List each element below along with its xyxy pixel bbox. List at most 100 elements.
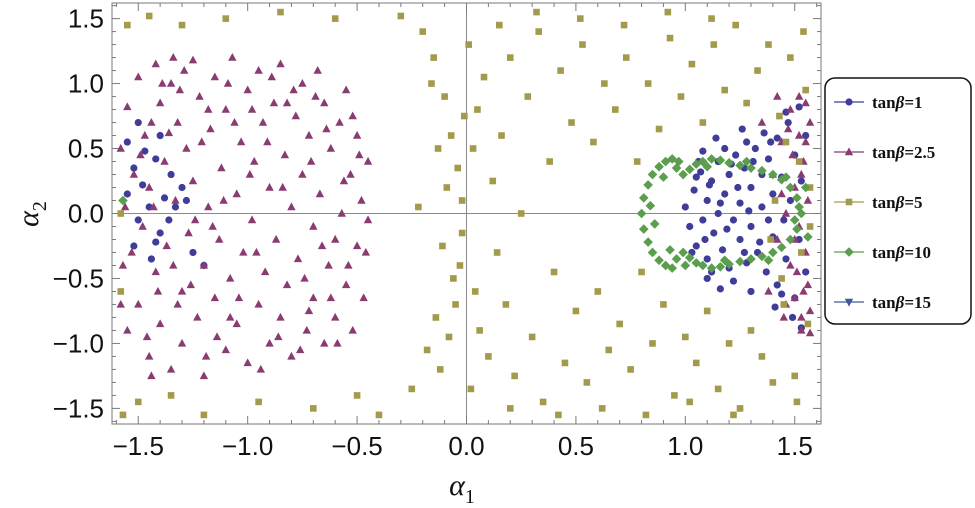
data-point: [182, 143, 191, 152]
data-point: [665, 245, 675, 255]
data-point: [331, 312, 340, 321]
data-point: [633, 158, 641, 165]
legend-marker: [845, 198, 853, 206]
data-point: [533, 8, 540, 16]
data-point: [195, 91, 204, 100]
data-point: [152, 155, 160, 163]
data-point: [684, 252, 695, 263]
data-point: [215, 234, 224, 243]
data-point: [151, 59, 160, 68]
data-point: [746, 163, 756, 173]
data-point: [199, 371, 209, 380]
data-point: [182, 196, 191, 205]
data-point: [654, 255, 664, 266]
data-point: [762, 268, 770, 276]
data-point: [164, 128, 174, 137]
data-point: [692, 359, 700, 367]
legend-item: tanβ=5: [834, 193, 923, 212]
data-point: [469, 145, 477, 152]
data-point: [341, 280, 351, 289]
data-point: [298, 169, 307, 178]
data-point: [654, 161, 664, 172]
data-point: [326, 293, 336, 302]
data-point: [171, 203, 180, 211]
data-point: [160, 156, 169, 165]
data-point: [673, 156, 684, 167]
data-point: [721, 144, 729, 153]
data-point: [805, 117, 815, 126]
data-point: [254, 299, 263, 308]
data-point: [480, 73, 488, 81]
data-point: [794, 91, 804, 100]
data-point: [119, 411, 127, 419]
data-point: [177, 338, 187, 347]
data-point: [797, 177, 805, 185]
data-point: [506, 54, 514, 61]
data-point: [643, 237, 653, 247]
data-point: [773, 134, 781, 142]
data-point: [439, 242, 446, 250]
data-point: [583, 379, 591, 386]
data-point: [141, 147, 149, 155]
data-point: [208, 221, 217, 230]
series-tanbeta-2-5: [116, 52, 815, 380]
data-point: [716, 285, 724, 293]
data-point: [645, 200, 656, 211]
data-point: [145, 351, 154, 360]
data-point: [678, 169, 688, 180]
data-point: [714, 385, 722, 393]
data-point: [725, 170, 733, 179]
data-point: [156, 131, 164, 140]
data-point: [642, 411, 650, 419]
data-point: [255, 398, 262, 406]
data-point: [716, 199, 724, 207]
data-point: [232, 319, 241, 328]
data-point: [655, 125, 663, 133]
data-point: [134, 216, 142, 224]
data-points: [116, 8, 815, 419]
data-point: [474, 106, 481, 113]
data-point: [763, 255, 774, 266]
data-point: [243, 85, 252, 94]
data-point: [745, 207, 753, 215]
data-point: [415, 203, 422, 211]
data-point: [221, 345, 230, 354]
data-point: [801, 98, 810, 107]
data-point: [359, 293, 368, 302]
data-point: [757, 251, 767, 262]
data-point: [423, 346, 431, 354]
data-point: [710, 229, 718, 237]
data-point: [754, 67, 761, 74]
data-point: [177, 286, 187, 295]
data-point: [341, 85, 351, 94]
data-point: [331, 15, 339, 22]
data-point: [335, 117, 344, 126]
data-point: [546, 158, 553, 165]
data-point: [155, 319, 165, 328]
data-point: [223, 78, 233, 87]
data-point: [123, 190, 131, 198]
data-point: [576, 15, 584, 22]
data-point: [138, 221, 147, 230]
data-point: [155, 98, 165, 107]
data-point: [331, 234, 340, 243]
data-point: [794, 202, 804, 212]
legend-item: tanβ=1: [834, 93, 923, 112]
data-point: [206, 124, 215, 133]
data-point: [743, 99, 750, 107]
data-point: [219, 195, 228, 204]
data-point: [773, 91, 782, 100]
data-point: [686, 222, 694, 231]
data-point: [245, 169, 255, 178]
data-point: [776, 174, 787, 185]
data-point: [188, 55, 198, 64]
data-point: [280, 150, 290, 159]
x-tick-label: 1.0: [667, 431, 703, 461]
data-point: [778, 275, 785, 282]
data-point: [230, 117, 239, 126]
data-point: [664, 8, 672, 16]
data-point: [719, 255, 730, 266]
data-point: [456, 262, 464, 269]
y-axis-title: α2: [12, 201, 51, 227]
data-point: [326, 143, 336, 152]
